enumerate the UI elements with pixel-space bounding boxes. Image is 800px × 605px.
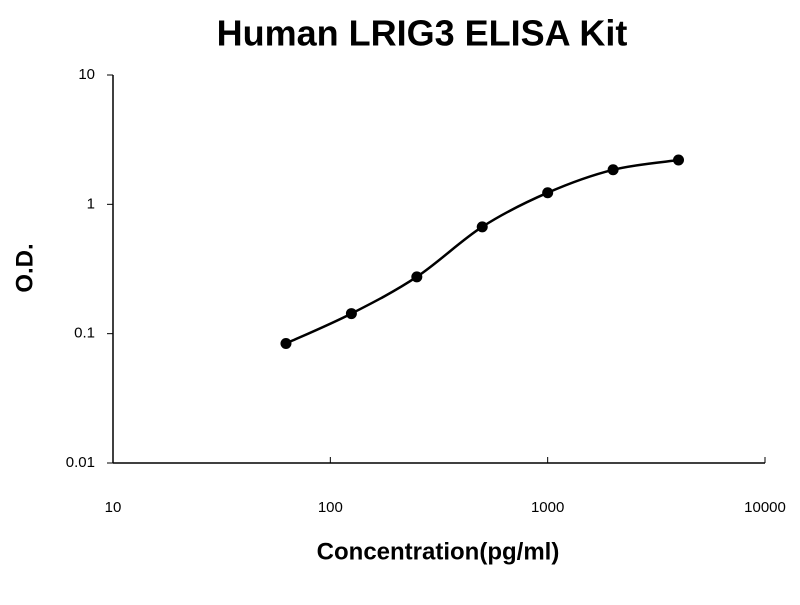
x-tick-label: 10 bbox=[105, 499, 122, 516]
data-point bbox=[673, 154, 685, 166]
y-tick-label: 0.1 bbox=[74, 325, 95, 342]
data-point bbox=[607, 164, 619, 176]
fit-line bbox=[285, 158, 679, 345]
y-axis-label: O.D. bbox=[11, 243, 38, 292]
x-tick-label: 10000 bbox=[744, 499, 786, 516]
data-point bbox=[411, 271, 423, 283]
y-tick-label: 10 bbox=[78, 66, 95, 83]
data-point bbox=[542, 187, 554, 199]
y-tick-label: 1 bbox=[87, 195, 95, 212]
y-tick-label: 0.01 bbox=[66, 454, 95, 471]
chart-title: Human LRIG3 ELISA Kit bbox=[217, 13, 628, 54]
data-point bbox=[476, 221, 488, 233]
data-point bbox=[345, 308, 357, 320]
data-point bbox=[280, 337, 292, 349]
x-tick-label: 100 bbox=[318, 499, 343, 516]
x-tick-label: 1000 bbox=[531, 499, 564, 516]
x-axis-label: Concentration(pg/ml) bbox=[317, 538, 560, 565]
